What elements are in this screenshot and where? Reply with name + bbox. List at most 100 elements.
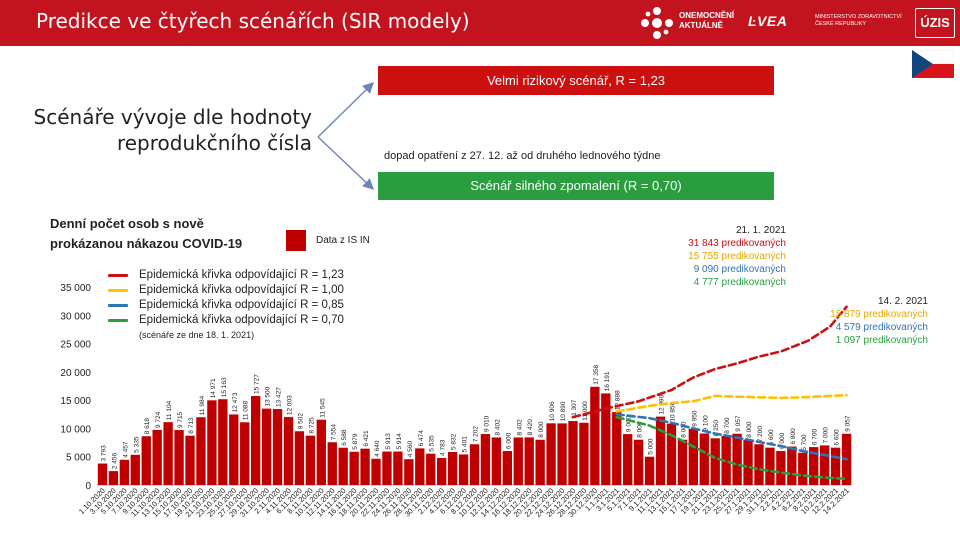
bar-value-label: 6 000 — [505, 432, 512, 449]
bar — [480, 434, 491, 485]
actual-data-label: Data z IS IN — [316, 235, 370, 246]
bar — [732, 433, 742, 485]
czech-flag-icon — [912, 50, 954, 78]
scenario-slowdown-banner: Scénář silného zpomalení (R = 0,70) — [378, 172, 774, 200]
bar — [382, 451, 392, 485]
bar-value-label: 13 427 — [276, 387, 283, 407]
bar — [776, 451, 786, 485]
bar — [644, 456, 655, 485]
bar — [174, 430, 184, 485]
bar-value-label: 5 879 — [352, 433, 359, 450]
bar-value-label: 10 890 — [560, 401, 567, 421]
bar — [272, 409, 283, 485]
bar-value-label: 8 618 — [144, 418, 151, 435]
bar — [721, 435, 731, 485]
prediction-r085: 4 579 predikovaných — [835, 322, 928, 333]
bar-value-label: 11 088 — [243, 400, 250, 420]
bar-value-label: 6 000 — [779, 432, 786, 449]
bar — [415, 448, 425, 485]
header-bar — [0, 0, 960, 46]
actual-data-swatch — [286, 230, 306, 251]
bar — [185, 435, 195, 485]
y-tick-label: 35 000 — [60, 283, 91, 294]
legend-swatch-r123 — [108, 274, 128, 277]
legend-item-r100: Epidemická křivka odpovídající R = 1,00 — [108, 283, 344, 298]
bar-value-label: 7 554 — [330, 424, 337, 441]
bar — [568, 421, 578, 485]
bar-value-label: 7 200 — [757, 426, 764, 443]
bar — [97, 463, 108, 485]
bar-value-label: 8 000 — [746, 421, 753, 438]
bar — [809, 447, 819, 485]
legend: Epidemická křivka odpovídající R = 1,23 … — [108, 268, 344, 343]
prediction-r100: 15 879 predikovaných — [830, 309, 928, 320]
bar-value-label: 5 335 — [133, 436, 140, 453]
bar — [108, 471, 119, 485]
bar — [458, 454, 469, 485]
bar-value-label: 6 600 — [834, 429, 841, 446]
bar-value-label: 5 535 — [429, 435, 436, 452]
bar — [196, 417, 206, 485]
bar-value-label: 12 888 — [615, 390, 622, 410]
logo-line-2: AKTUÁLNĚ — [679, 21, 723, 30]
scenario-high-risk-banner: Velmi rizikový scénář, R = 1,23 — [378, 66, 774, 95]
bar — [677, 439, 688, 485]
prediction-r100: 15 755 predikovaných — [688, 251, 786, 262]
legend-label-r123: Epidemická křivka odpovídající R = 1,23 — [139, 269, 344, 281]
bar — [666, 423, 677, 485]
bar — [163, 422, 173, 485]
prediction-annotation-21-1: 21. 1. 2021 31 843 predikovaných 15 755 … — [620, 224, 786, 289]
bar — [130, 454, 140, 485]
onemocneni-logo-text: ONEMOCNĚNÍ AKTUÁLNĚ — [679, 11, 734, 31]
bar — [491, 437, 502, 485]
bar-value-label: 6 600 — [768, 429, 775, 446]
bar-value-label: 8 250 — [713, 420, 720, 437]
bar-value-label: 10 906 — [549, 401, 556, 421]
bar-value-label: 8 700 — [724, 417, 731, 434]
bar — [261, 408, 272, 485]
y-tick-label: 10 000 — [60, 424, 91, 435]
series-line-r100 — [615, 393, 848, 413]
bar-value-label: 9 100 — [702, 415, 709, 432]
uzis-logo: ÚZIS — [915, 8, 955, 38]
bar — [655, 416, 666, 485]
legend-item-r123: Epidemická křivka odpovídající R = 1,23 — [108, 268, 344, 283]
bar — [633, 439, 644, 485]
series-line-r123 — [571, 305, 848, 419]
bar-value-label: 7 202 — [473, 426, 480, 443]
bar-value-label: 7 000 — [823, 427, 830, 444]
covid-cases-chart: 0 5 000 10 000 15 000 20 000 25 000 30 000 35 0… — [60, 283, 852, 519]
bar-value-label: 8 402 — [516, 419, 523, 436]
onemocneni-logo-icon — [641, 7, 673, 39]
bar-value-label: 8 713 — [188, 417, 195, 434]
legend-item-r070: Epidemická křivka odpovídající R = 0,70 — [108, 313, 344, 328]
y-tick-label: 5 000 — [66, 453, 91, 464]
prediction-r123: 31 843 predikovaných — [688, 238, 786, 249]
bar — [688, 428, 699, 485]
bar — [469, 444, 480, 485]
bar-value-label: 6 588 — [341, 429, 348, 446]
legend-label-r100: Epidemická křivka odpovídající R = 1,00 — [139, 284, 344, 296]
bar — [207, 400, 217, 485]
bar — [437, 457, 447, 485]
legend-swatch-r100 — [108, 289, 128, 292]
partner-logo: ĿVEA — [748, 13, 788, 29]
bar — [152, 429, 162, 485]
prediction-annotation-14-2: 14. 2. 2021 15 879 predikovaných 4 579 p… — [760, 295, 928, 347]
bar-value-label: 5 914 — [396, 433, 403, 450]
bar-value-label: 13 500 — [265, 386, 272, 406]
bar — [250, 396, 261, 485]
bar — [535, 439, 545, 485]
bar-value-label: 6 474 — [418, 430, 425, 447]
bar-value-label: 9 502 — [297, 413, 304, 430]
bar — [787, 446, 797, 485]
bar — [305, 435, 316, 485]
bar — [393, 451, 403, 485]
legend-note: (scénáře ze dne 18. 1. 2021) — [139, 330, 255, 340]
bar — [294, 431, 305, 485]
bar-value-label: 8 402 — [494, 419, 501, 436]
bar-value-label: 12 003 — [286, 395, 293, 415]
bar-value-label: 8 000 — [637, 421, 644, 438]
bar-value-label: 4 560 — [407, 441, 414, 458]
ministry-line-1: MINISTERSTVO ZDRAVOTNICTVÍ — [815, 14, 902, 20]
